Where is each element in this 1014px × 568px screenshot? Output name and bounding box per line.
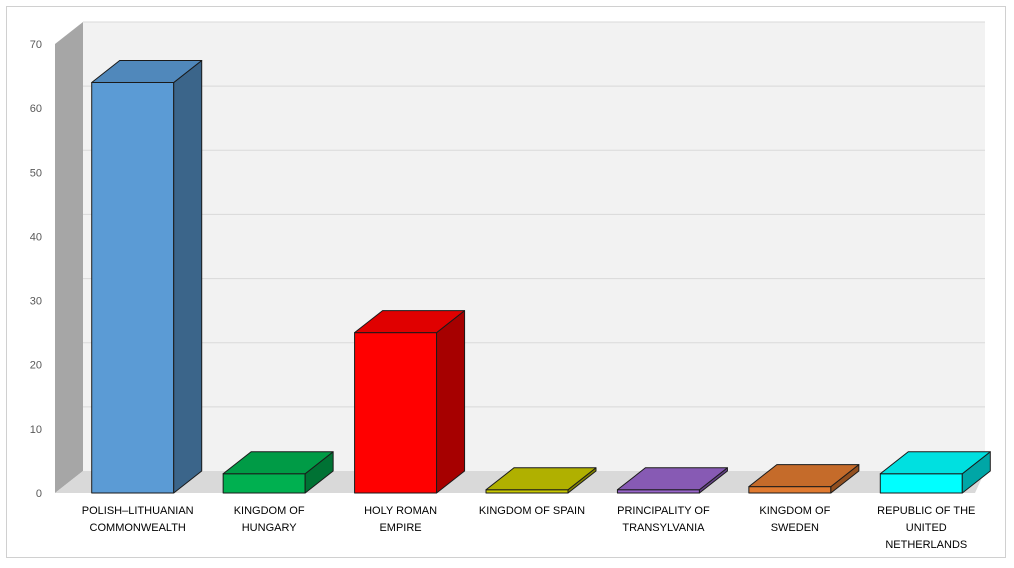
bar-top (91, 59, 203, 83)
bar (354, 310, 466, 494)
back-wall (83, 22, 985, 471)
bar-front (222, 473, 306, 494)
x-category-label: REPUBLIC OF THE UNITED NETHERLANDS (877, 505, 975, 551)
bar-top (354, 310, 466, 334)
side-wall (55, 22, 83, 493)
bar-side (436, 310, 466, 494)
bar-front (91, 81, 175, 494)
y-tick-label: 70 (30, 39, 42, 51)
bar (91, 59, 203, 494)
y-tick-label: 60 (30, 103, 42, 115)
x-category-label: KINGDOM OF SWEDEN (759, 505, 830, 534)
bar-top (222, 451, 334, 475)
y-tick-label: 20 (30, 360, 42, 372)
y-tick-label: 10 (30, 424, 42, 436)
bar-front (748, 486, 832, 494)
x-category-label: POLISH–LITHUANIAN COMMONWEALTH (82, 505, 194, 534)
x-category-label: KINGDOM OF SPAIN (479, 505, 585, 517)
bar (222, 451, 334, 494)
bar (748, 464, 860, 494)
bar (879, 451, 991, 494)
bar-top (616, 467, 728, 491)
bar (485, 467, 597, 494)
bar-side (173, 59, 203, 494)
y-tick-label: 40 (30, 231, 42, 243)
x-category-label: PRINCIPALITY OF TRANSYLVANIA (617, 505, 710, 534)
bar-top (879, 451, 991, 475)
y-tick-label: 30 (30, 296, 42, 308)
x-category-label: KINGDOM OF HUNGARY (234, 505, 305, 534)
bar (616, 467, 728, 494)
y-tick-label: 0 (36, 488, 42, 500)
y-tick-label: 50 (30, 167, 42, 179)
bar-front (879, 473, 963, 494)
bar-front (354, 332, 438, 494)
x-category-label: HOLY ROMAN EMPIRE (364, 505, 437, 534)
bar-top (748, 464, 860, 488)
bar-top (485, 467, 597, 491)
